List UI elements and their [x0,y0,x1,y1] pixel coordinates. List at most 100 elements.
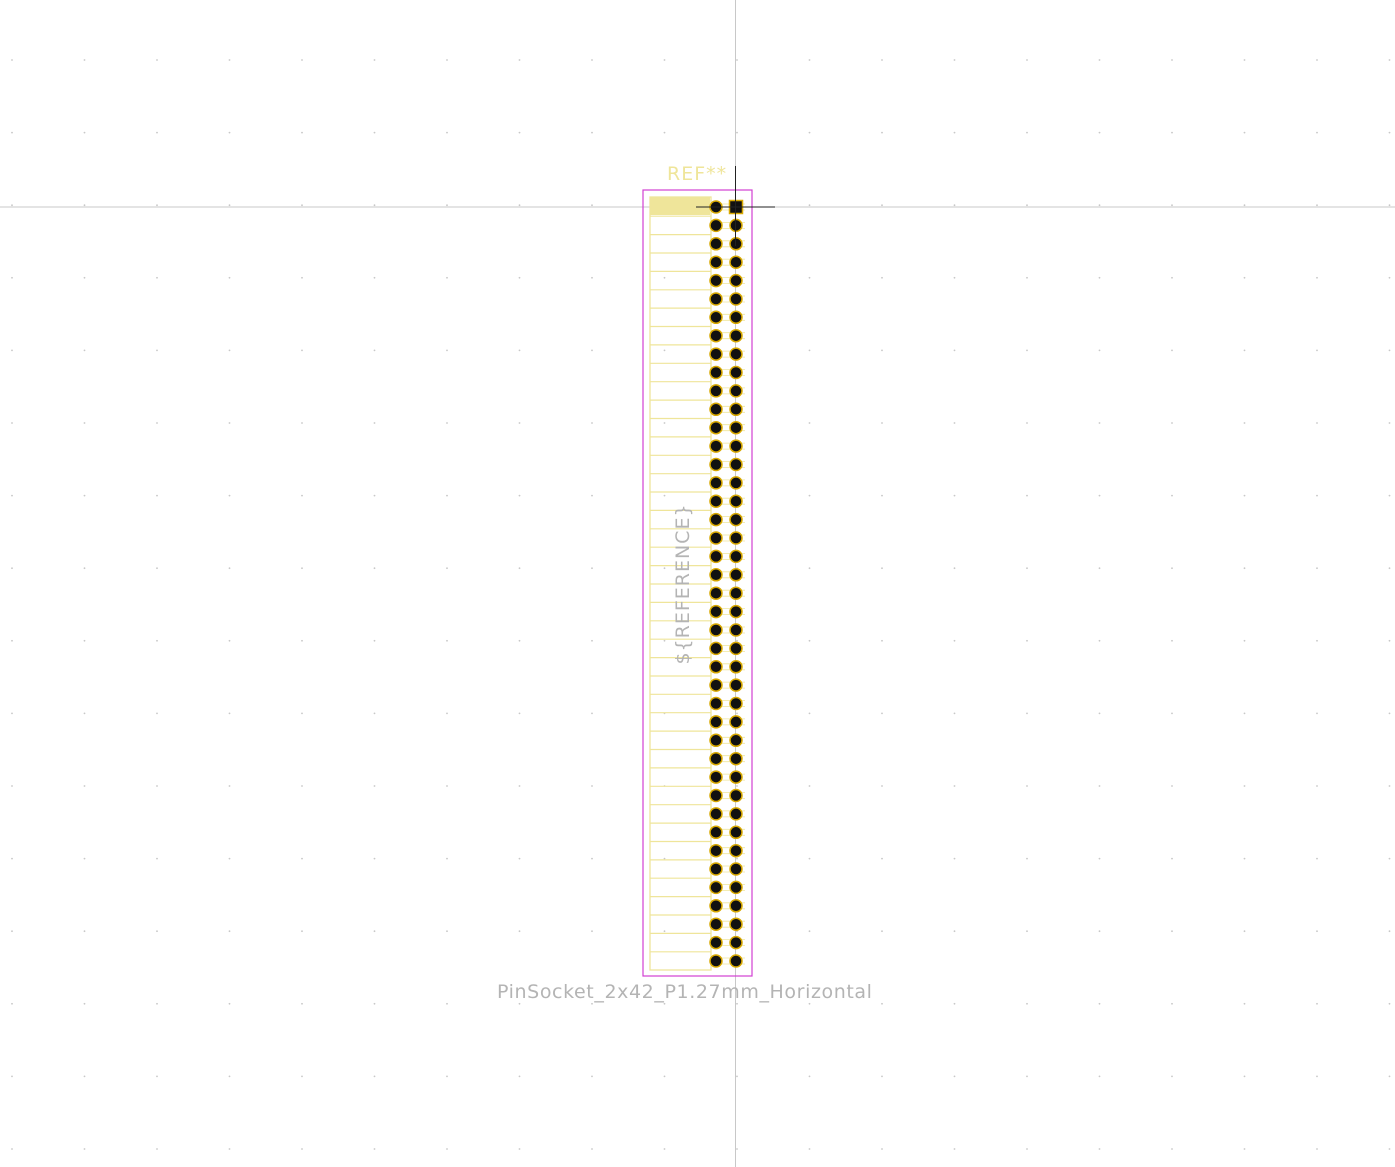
pad[interactable] [709,623,723,637]
pad[interactable] [709,715,723,729]
pad[interactable] [709,420,723,435]
pad[interactable] [729,751,743,766]
pad[interactable] [729,586,743,600]
pad[interactable] [729,273,743,288]
pad[interactable] [729,788,743,803]
grid-dot [301,59,303,61]
grid-dot [1388,639,1391,642]
pad[interactable] [729,568,743,582]
footprint-value-label[interactable]: PinSocket_2x42_P1.27mm_Horizontal [497,981,873,1003]
grid-dot [808,131,811,134]
pad[interactable] [709,384,723,398]
pad[interactable] [729,328,743,343]
pad[interactable] [709,751,723,766]
pad[interactable] [709,696,723,711]
pad[interactable] [729,899,743,913]
pad[interactable] [709,476,723,490]
pad[interactable] [709,237,723,251]
pad[interactable] [729,641,743,656]
pad[interactable] [709,604,723,619]
grid-dot [736,131,738,134]
grid-dot [446,1148,448,1150]
pad[interactable] [709,733,723,748]
grid-dot [301,422,303,424]
pad[interactable] [729,365,743,380]
pad[interactable] [709,807,723,821]
pad[interactable] [729,715,743,729]
pad[interactable] [729,733,743,748]
grid-dot [1243,422,1246,424]
pad[interactable] [729,696,743,711]
grid-dot [881,422,883,424]
pad[interactable] [729,843,743,858]
pad[interactable] [709,843,723,858]
pad[interactable] [709,218,723,233]
pad[interactable] [709,954,723,968]
reference-designator[interactable]: REF** [667,163,728,185]
pad[interactable] [709,549,723,564]
pad[interactable] [729,954,743,968]
pad[interactable] [709,935,723,950]
pad[interactable] [729,862,743,876]
pad[interactable] [729,457,743,472]
pad-array[interactable] [709,199,744,968]
grid-dot [228,1075,231,1078]
pad[interactable] [729,292,743,306]
pad[interactable] [709,899,723,913]
pad[interactable] [709,770,723,784]
pad[interactable] [709,880,723,895]
pad[interactable] [729,384,743,398]
pad[interactable] [729,660,743,674]
pad[interactable] [709,328,723,343]
pad[interactable] [709,512,723,527]
pad[interactable] [729,549,743,564]
grid-dot [663,276,666,279]
pad[interactable] [729,310,743,325]
pad[interactable] [709,402,723,417]
pad[interactable] [729,402,743,417]
pad[interactable] [709,568,723,582]
pad[interactable] [729,604,743,619]
pad[interactable] [709,788,723,803]
pad[interactable] [709,531,723,545]
grid-dot [373,422,376,424]
pad[interactable] [729,420,743,435]
pad[interactable] [709,365,723,380]
pad[interactable] [709,457,723,472]
pad[interactable] [709,273,723,288]
pad[interactable] [729,255,743,269]
pad[interactable] [709,917,723,931]
pad[interactable] [729,512,743,527]
pad[interactable] [709,660,723,674]
pad[interactable] [729,347,743,361]
pad[interactable] [729,825,743,840]
pad[interactable] [709,641,723,656]
pad[interactable] [709,255,723,269]
grid-dot [11,639,13,642]
grid-dot [1243,131,1246,134]
pad[interactable] [729,935,743,950]
pad[interactable] [729,476,743,490]
pad[interactable] [729,807,743,821]
pad[interactable] [729,770,743,784]
grid-dot [663,639,666,642]
pad[interactable] [729,880,743,895]
pad[interactable] [709,310,723,325]
pad[interactable] [729,678,743,692]
pad[interactable] [709,678,723,692]
pad[interactable] [729,917,743,931]
pad[interactable] [729,531,743,545]
pad[interactable] [709,825,723,840]
pad[interactable] [709,586,723,600]
pad[interactable] [709,292,723,306]
pad[interactable] [729,494,743,508]
pad[interactable] [709,494,723,508]
pad[interactable] [729,623,743,637]
grid-dot [301,349,303,352]
pad[interactable] [709,439,723,453]
pad[interactable] [709,862,723,876]
pad[interactable] [709,347,723,361]
pad[interactable] [729,439,743,453]
grid-dot [11,349,13,352]
